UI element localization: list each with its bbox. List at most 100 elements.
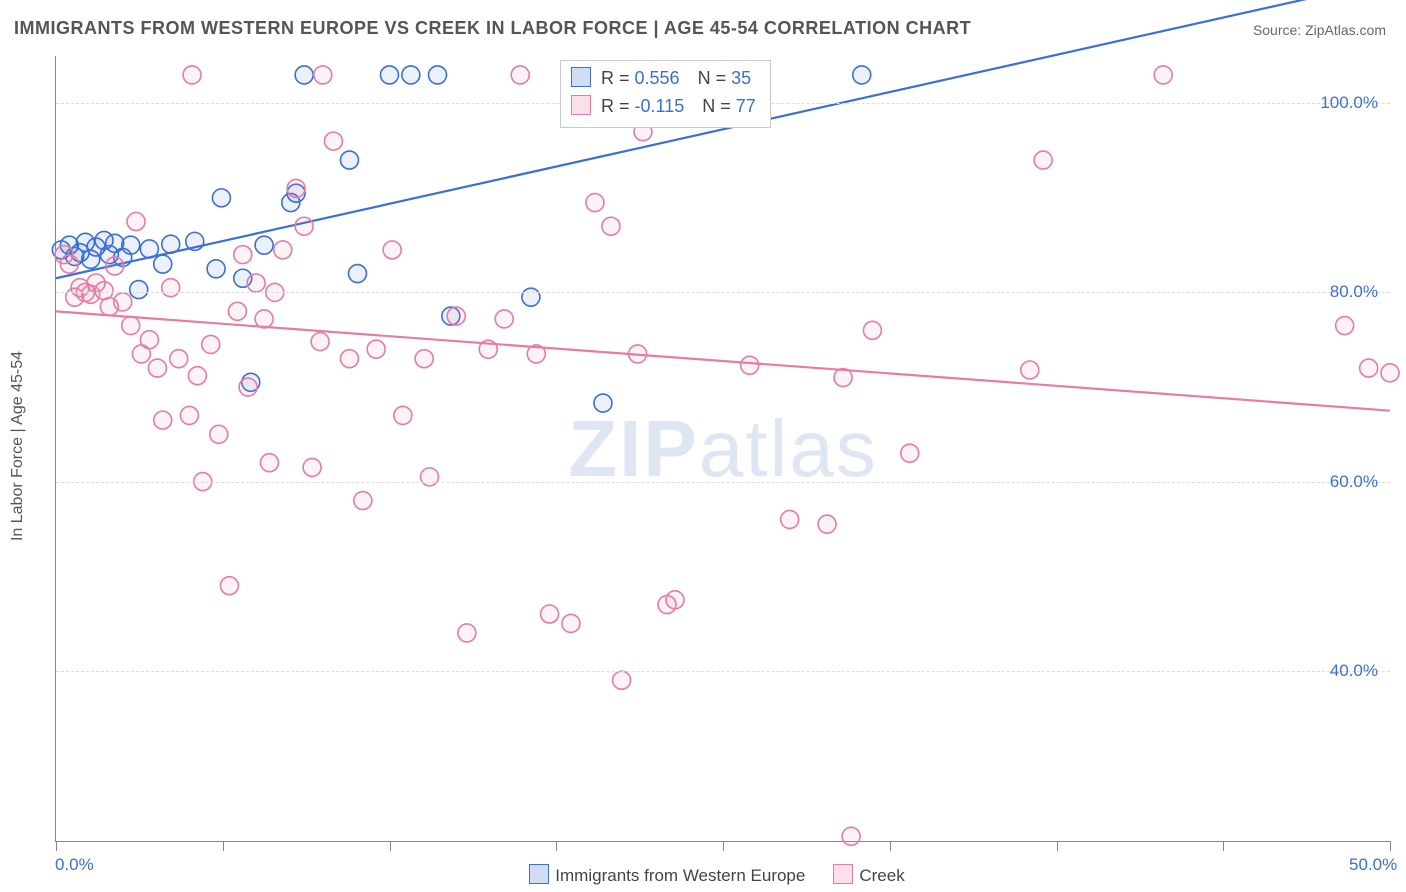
data-point-creek	[458, 624, 476, 642]
data-point-creek	[741, 356, 759, 374]
data-point-creek	[180, 406, 198, 424]
data-point-creek	[114, 293, 132, 311]
n-label: N =	[702, 96, 736, 116]
r-label: R =	[601, 96, 635, 116]
data-point-western_europe	[381, 66, 399, 84]
data-point-creek	[106, 257, 124, 275]
n-value: 77	[736, 96, 756, 116]
data-point-creek	[122, 317, 140, 335]
data-point-creek	[183, 66, 201, 84]
data-point-creek	[781, 510, 799, 528]
data-point-creek	[421, 468, 439, 486]
regression-line-creek	[56, 311, 1390, 410]
data-point-creek	[295, 217, 313, 235]
data-point-western_europe	[429, 66, 447, 84]
data-point-creek	[541, 605, 559, 623]
legend-label: Immigrants from Western Europe	[555, 866, 805, 885]
data-point-creek	[613, 671, 631, 689]
data-point-creek	[60, 255, 78, 273]
bottom-legend: Immigrants from Western Europe Creek	[0, 864, 1406, 886]
data-point-creek	[354, 492, 372, 510]
n-label: N =	[698, 68, 732, 88]
data-point-creek	[210, 425, 228, 443]
data-point-creek	[367, 340, 385, 358]
data-point-creek	[202, 335, 220, 353]
data-point-creek	[303, 458, 321, 476]
data-point-creek	[1034, 151, 1052, 169]
r-label: R =	[601, 68, 635, 88]
data-point-creek	[127, 213, 145, 231]
data-point-western_europe	[207, 260, 225, 278]
stats-row: R = 0.556 N = 35	[571, 65, 756, 93]
plot-svg	[56, 56, 1390, 841]
data-point-western_europe	[255, 236, 273, 254]
data-point-creek	[188, 367, 206, 385]
legend-label: Creek	[859, 866, 904, 885]
data-point-creek	[1021, 361, 1039, 379]
data-point-creek	[901, 444, 919, 462]
data-point-creek	[260, 454, 278, 472]
gridline	[56, 482, 1390, 483]
data-point-creek	[586, 194, 604, 212]
gridline	[56, 292, 1390, 293]
data-point-creek	[220, 577, 238, 595]
x-tick	[390, 841, 391, 851]
data-point-creek	[324, 132, 342, 150]
y-tick-label: 60.0%	[1330, 472, 1378, 492]
x-tick	[1223, 841, 1224, 851]
data-point-western_europe	[154, 255, 172, 273]
n-value: 35	[731, 68, 751, 88]
data-point-creek	[863, 321, 881, 339]
data-point-western_europe	[130, 281, 148, 299]
data-point-creek	[666, 591, 684, 609]
data-point-creek	[148, 359, 166, 377]
data-point-creek	[95, 282, 113, 300]
data-point-western_europe	[594, 394, 612, 412]
y-axis-label: In Labor Force | Age 45-54	[9, 351, 27, 541]
legend-swatch	[571, 95, 591, 115]
y-tick-label: 80.0%	[1330, 282, 1378, 302]
plot-area: ZIPatlas 40.0%60.0%80.0%100.0%	[55, 56, 1390, 842]
legend-swatch	[571, 67, 591, 87]
data-point-creek	[239, 378, 257, 396]
stats-row: R = -0.115N = 77	[571, 93, 756, 121]
x-tick-label: 0.0%	[55, 855, 94, 875]
data-point-creek	[162, 279, 180, 297]
x-tick	[1057, 841, 1058, 851]
data-point-creek	[383, 241, 401, 259]
data-point-creek	[1154, 66, 1172, 84]
y-tick-label: 100.0%	[1320, 93, 1378, 113]
data-point-creek	[234, 246, 252, 264]
legend-swatch	[529, 864, 549, 884]
data-point-creek	[842, 827, 860, 845]
data-point-western_europe	[402, 66, 420, 84]
x-tick	[1390, 841, 1391, 851]
data-point-creek	[140, 331, 158, 349]
data-point-creek	[228, 302, 246, 320]
legend-swatch	[833, 864, 853, 884]
r-value: 0.556	[635, 68, 680, 88]
data-point-creek	[287, 179, 305, 197]
data-point-creek	[314, 66, 332, 84]
data-point-creek	[495, 310, 513, 328]
data-point-creek	[1360, 359, 1378, 377]
regression-line-western_europe	[56, 0, 1390, 278]
data-point-western_europe	[295, 66, 313, 84]
correlation-stats-box: R = 0.556 N = 35 R = -0.115N = 77	[560, 60, 771, 128]
data-point-creek	[274, 241, 292, 259]
data-point-western_europe	[853, 66, 871, 84]
x-tick-label: 50.0%	[1349, 855, 1397, 875]
data-point-creek	[255, 310, 273, 328]
data-point-creek	[1381, 364, 1399, 382]
data-point-creek	[511, 66, 529, 84]
data-point-creek	[247, 274, 265, 292]
x-tick	[556, 841, 557, 851]
data-point-creek	[170, 350, 188, 368]
data-point-creek	[340, 350, 358, 368]
x-tick	[56, 841, 57, 851]
data-point-creek	[1336, 317, 1354, 335]
data-point-creek	[602, 217, 620, 235]
x-tick	[223, 841, 224, 851]
y-tick-label: 40.0%	[1330, 661, 1378, 681]
data-point-creek	[447, 307, 465, 325]
